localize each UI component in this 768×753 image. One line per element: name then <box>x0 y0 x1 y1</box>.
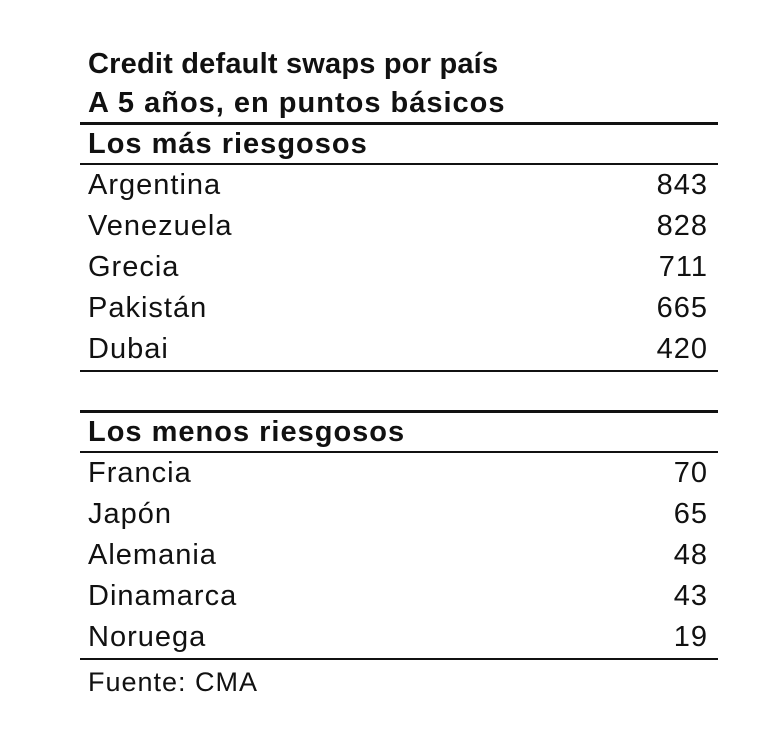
cds-value: 420 <box>656 333 708 365</box>
table-row: Dinamarca 43 <box>80 576 718 617</box>
table-row: Venezuela 828 <box>80 206 718 247</box>
cds-value: 843 <box>656 169 708 201</box>
cds-value: 665 <box>656 292 708 324</box>
section-1-header-rule <box>80 163 718 165</box>
source-note: Fuente: CMA <box>88 667 259 697</box>
country-label: Argentina <box>88 169 222 201</box>
table-row: Grecia 711 <box>80 247 718 288</box>
section-1-bottom-rule <box>80 370 718 372</box>
table-row: Pakistán 665 <box>80 288 718 329</box>
table-row: Alemania 48 <box>80 535 718 576</box>
section-2-header-rule <box>80 451 718 453</box>
cds-value: 43 <box>673 580 708 612</box>
cds-value: 48 <box>673 539 708 571</box>
table-row: Japón 65 <box>80 494 718 535</box>
cds-value: 711 <box>658 251 708 283</box>
country-label: Francia <box>88 457 192 489</box>
section-2-top-rule <box>80 410 718 413</box>
country-label: Noruega <box>88 621 207 653</box>
country-label: Venezuela <box>88 210 233 242</box>
cds-value: 65 <box>673 498 708 530</box>
cds-value: 70 <box>673 457 708 489</box>
table-row: Argentina 843 <box>80 165 718 206</box>
country-label: Dinamarca <box>88 580 238 612</box>
section-2-heading: Los menos riesgosos <box>88 416 406 448</box>
country-label: Grecia <box>88 251 180 283</box>
table-row: Noruega 19 <box>80 617 718 658</box>
country-label: Japón <box>88 498 173 530</box>
table-subtitle: A 5 años, en puntos básicos <box>88 87 506 119</box>
cds-value: 828 <box>656 210 708 242</box>
table-row: Dubai 420 <box>80 329 718 370</box>
section-1-heading: Los más riesgosos <box>88 128 368 160</box>
table-title: Credit default swaps por país <box>88 48 499 80</box>
cds-value: 19 <box>673 621 708 653</box>
section-spacer <box>80 372 718 410</box>
section-2-bottom-rule <box>80 658 718 660</box>
section-1-top-rule <box>80 122 718 125</box>
country-label: Alemania <box>88 539 217 571</box>
country-label: Pakistán <box>88 292 208 324</box>
cds-table: Credit default swaps por país A 5 años, … <box>80 44 718 704</box>
table-row: Francia 70 <box>80 453 718 494</box>
country-label: Dubai <box>88 333 169 365</box>
